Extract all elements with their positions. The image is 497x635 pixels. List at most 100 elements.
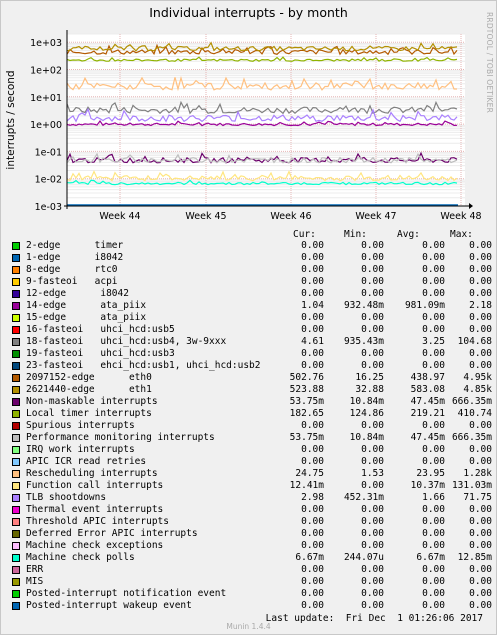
legend-swatch [12,302,20,310]
legend-min-value: 0.00 [361,444,384,455]
legend-cur-value: 0.00 [301,564,324,575]
legend-max-value: 2.18 [469,300,492,311]
legend-label: 2-edge timer [26,240,124,251]
legend-min-value: 0.00 [361,264,384,275]
legend-min-value: 0.00 [361,456,384,467]
legend-cur-value: 0.00 [301,504,324,515]
legend-min-value: 0.00 [361,480,384,491]
legend-row: 1-edge i8042 0.00 0.00 0.00 0.00 [12,252,492,264]
y-tick-label: 1e-03 [35,202,62,213]
legend-swatch [12,494,20,502]
legend-cur-value: 0.00 [301,444,324,455]
legend-min-value: 1.53 [361,468,384,479]
legend-max-value: 0.00 [469,360,492,371]
last-update: Last update: Fri Dec 1 01:26:06 2017 [265,613,483,624]
x-axis-arrow [469,203,473,209]
legend-swatch [12,470,20,478]
legend-cur-value: 0.00 [301,312,324,323]
legend-row: 16-fasteoi uhci_hcd:usb5 0.00 0.00 0.00 0.00 [12,324,492,336]
legend-avg-value: 0.00 [422,288,445,299]
legend-avg-value: 0.00 [422,348,445,359]
legend-max-value: 666.35m [451,432,492,443]
legend-swatch [12,482,20,490]
legend-cur-value: 0.00 [301,576,324,587]
legend-max-value: 131.03m [451,480,492,491]
legend-min-value: 0.00 [361,588,384,599]
legend-label: Local timer interrupts [26,408,152,419]
legend-row: 9-fasteoi acpi 0.00 0.00 0.00 0.00 [12,276,492,288]
legend-max-value: 0.00 [469,288,492,299]
legend-swatch [12,278,20,286]
legend-row: Spurious interrupts 0.00 0.00 0.00 0.00 [12,420,492,432]
legend-row: Posted-interrupt wakeup event 0.00 0.00 0.0… [12,600,492,612]
legend-min-value: 0.00 [361,348,384,359]
y-tick-label: 1e+02 [30,66,62,77]
legend-avg-value: 0.00 [422,324,445,335]
legend-swatch [12,386,20,394]
legend-max-value: 0.00 [469,420,492,431]
legend-avg-value: 0.00 [422,588,445,599]
series-layer [64,30,473,209]
legend-label: MIS [26,576,44,587]
legend-swatch [12,398,20,406]
y-tick-label: 1e-02 [35,175,62,186]
legend-label: 23-fasteoi ehci_hcd:usb1, uhci_hcd:usb2 [26,360,261,371]
legend-cur-value: 24.75 [295,468,324,479]
legend-label: 1-edge i8042 [26,252,124,263]
legend-cur-value: 0.00 [301,600,324,611]
legend-avg-value: 0.00 [422,444,445,455]
legend-swatch [12,338,20,346]
legend-avg-value: 23.95 [416,468,445,479]
legend-min-value: 32.88 [355,384,384,395]
legend-swatch [12,506,20,514]
x-tick-label: Week 46 [270,211,311,222]
legend-cur-value: 12.41m [289,480,324,491]
legend-min-value: 124.86 [349,408,384,419]
legend-cur-value: 502.76 [289,372,324,383]
series-line [66,179,458,186]
x-tick-label: Week 45 [185,211,226,222]
legend-label: TLB shootdowns [26,492,107,503]
legend-min-value: 16.25 [355,372,384,383]
header-max: Max: [450,229,473,240]
legend-row: MIS 0.00 0.00 0.00 0.00 [12,576,492,588]
legend-swatch [12,602,20,610]
legend-label: Threshold APIC interrupts [26,516,169,527]
legend-min-value: 0.00 [361,540,384,551]
legend-max-value: 410.74 [457,408,492,419]
series-line [66,107,458,123]
legend-cur-value: 0.00 [301,540,324,551]
legend-row: TLB shootdowns 2.98 452.31m 1.66 71.75 [12,492,492,504]
legend-label: 18-fasteoi uhci_hcd:usb4, 3w-9xxx [26,336,227,347]
legend-row: APIC ICR read retries 0.00 0.00 0.00 0.00 [12,456,492,468]
legend-avg-value: 0.00 [422,240,445,251]
legend-row: 23-fasteoi ehci_hcd:usb1, uhci_hcd:usb2 0… [12,360,492,372]
grid [67,33,465,207]
legend-min-value: 0.00 [361,312,384,323]
legend-label: Posted-interrupt notification event [26,588,227,599]
legend-swatch [12,290,20,298]
legend-max-value: 0.00 [469,240,492,251]
legend-max-value: 0.00 [469,600,492,611]
legend-cur-value: 0.00 [301,252,324,263]
legend-label: Machine check polls [26,552,135,563]
legend: 2-edge timer 0.00 0.00 0.00 0.00 1-edge i8042… [12,240,492,612]
legend-swatch [12,518,20,526]
legend-label: Posted-interrupt wakeup event [26,600,192,611]
legend-avg-value: 583.08 [410,384,445,395]
legend-cur-value: 1.04 [301,300,324,311]
legend-cur-value: 0.00 [301,360,324,371]
legend-max-value: 0.00 [469,252,492,263]
y-axis-label: interrupts / second [5,70,17,169]
legend-max-value: 0.00 [469,588,492,599]
legend-min-value: 0.00 [361,276,384,287]
legend-row: Machine check polls 6.67m 244.07u 6.67m 12.8… [12,552,492,564]
legend-cur-value: 0.00 [301,516,324,527]
legend-label: APIC ICR read retries [26,456,147,467]
y-tick-label: 1e+03 [30,38,62,49]
legend-row: 12-edge i8042 0.00 0.00 0.00 0.00 [12,288,492,300]
legend-label: Function call interrupts [26,480,164,491]
legend-max-value: 0.00 [469,312,492,323]
legend-max-value: 0.00 [469,324,492,335]
legend-row: Non-maskable interrupts 53.75m 10.84m 47.45… [12,396,492,408]
